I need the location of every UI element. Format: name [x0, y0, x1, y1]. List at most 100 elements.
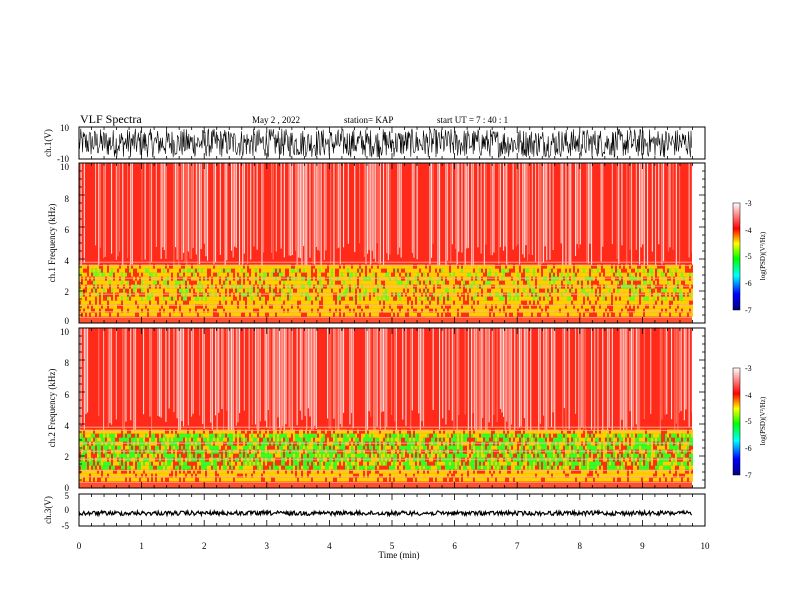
- ch1-spec-cell: [279, 312, 281, 317]
- ch1-spec-streak: [178, 163, 180, 275]
- ch1-spec-cell: [449, 280, 451, 285]
- ch1-spec-cell: [151, 272, 153, 277]
- ch1-spec-cell: [391, 308, 393, 313]
- ch1-spec-cell: [323, 296, 325, 301]
- ch1-spec-streak: [455, 163, 457, 249]
- ch1-spec-cell: [613, 312, 615, 317]
- ch1-spec-cell: [239, 264, 241, 269]
- ch1-spec-cell: [581, 264, 583, 269]
- ch1-spec-cell: [689, 304, 691, 309]
- ch1-spec-cell: [279, 296, 281, 301]
- ch1-spec-cell: [279, 288, 281, 293]
- ch1-spec-cell: [563, 280, 565, 285]
- ch1-spec-cell: [607, 312, 609, 317]
- ch2-spec-streak: [458, 328, 460, 415]
- ch2-spec-cell: [97, 461, 99, 466]
- ch1-spec-cell: [493, 296, 495, 301]
- ch1-spec-cell: [567, 280, 569, 285]
- ch1-spec-streak: [621, 163, 623, 246]
- ch1-spec-cell: [669, 312, 671, 317]
- ch1-spec-cell: [231, 288, 233, 293]
- ch1-spec-cell: [657, 268, 659, 273]
- ch1-spec-cell: [135, 288, 137, 293]
- ch1-spec-cell: [237, 288, 239, 293]
- ch2-spec-streak: [485, 328, 487, 432]
- ch1-spec-cell: [433, 272, 435, 277]
- ch1-spec-cell: [665, 280, 667, 285]
- ch1-spec-cell: [641, 280, 643, 285]
- ch1-spec-cell: [229, 280, 231, 285]
- ch1-spec-cell: [409, 288, 411, 293]
- ch1-spec-cell: [409, 300, 411, 305]
- ch2-spec-streak: [527, 328, 529, 431]
- ch1-spec-cell: [483, 268, 485, 273]
- ch1-spec-cell: [463, 304, 465, 309]
- ch1-spec-cell: [401, 288, 403, 293]
- ch1-spec-cell: [443, 272, 445, 277]
- ch1-spec-cell: [265, 268, 267, 273]
- ch1-spec-streak: [528, 163, 530, 255]
- ch1-spec-cell: [643, 272, 645, 277]
- ch1-cbar-tick-m4: -4: [745, 226, 752, 235]
- ch1-spec-cell: [509, 288, 511, 293]
- ch2-spec-streak: [98, 328, 100, 417]
- ch1-spec-cell: [611, 296, 613, 301]
- ch1-spec-cell: [559, 272, 561, 277]
- ch1-spec-cell: [569, 312, 571, 317]
- ch2-spec-streak: [215, 328, 217, 416]
- ch1-spec-cell: [571, 288, 573, 293]
- ch1-spec-cell: [409, 264, 411, 269]
- ch1-spec-cell: [595, 300, 597, 305]
- ch1-spec-cell: [517, 288, 519, 293]
- ch1-spec-cell: [283, 300, 285, 305]
- ch1-spec-cell: [335, 268, 337, 273]
- ch1-spec-cell: [223, 304, 225, 309]
- ch2-spec-streak: [391, 328, 393, 415]
- ch1-spec-cell: [583, 300, 585, 305]
- ch1-spec-cell: [139, 300, 141, 305]
- ch1-spec-cell: [633, 304, 635, 309]
- ch1-spec-cell: [197, 304, 199, 309]
- ch1-spec-cell: [529, 272, 531, 277]
- ch1-spec-cell: [243, 300, 245, 305]
- ch1-spec-cell: [281, 296, 283, 301]
- ch1-spec-cell: [459, 272, 461, 277]
- ch2-spec-cell: [143, 445, 145, 450]
- ch2-spec-streak: [546, 328, 548, 434]
- ch1-spec-cell: [167, 288, 169, 293]
- ch2-spec-cell: [103, 445, 105, 450]
- ch1-spec-cell: [575, 264, 577, 269]
- ch1-spec-cell: [91, 308, 93, 313]
- ch1-spec-cell: [649, 272, 651, 277]
- ch1-spec-cell: [687, 272, 689, 277]
- ch1-spec-cell: [525, 272, 527, 277]
- ch1-spec-streak: [343, 163, 345, 248]
- ch1-spec-cell: [223, 280, 225, 285]
- ch1-cbar-tick-m7: -7: [745, 306, 752, 315]
- ch1-spec-cell: [91, 272, 93, 277]
- ch1-spec-cell: [503, 280, 505, 285]
- ch1-spec-cell: [159, 264, 161, 269]
- ch1-spec-cell: [149, 264, 151, 269]
- ch1-spec-cell: [243, 264, 245, 269]
- ch1-spec-cell: [407, 312, 409, 317]
- ch1-spec-cell: [489, 296, 491, 301]
- ch2-spec-cell: [137, 429, 139, 434]
- ch1-spec-cell: [341, 300, 343, 305]
- ch2-spec-cell: [147, 453, 149, 458]
- ch1-spec-cell: [499, 280, 501, 285]
- ch1-spec-streak: [239, 163, 241, 273]
- ch1-spec-cell: [145, 288, 147, 293]
- ch1-spec-cell: [347, 264, 349, 269]
- ch2-spec-streak: [376, 328, 378, 427]
- ch1-spec-cell: [639, 296, 641, 301]
- ch1-spec-cell: [213, 288, 215, 293]
- ch1-spec-cell: [311, 272, 313, 277]
- ch1-spec-cell: [341, 268, 343, 273]
- ch1-spec-cell: [237, 312, 239, 317]
- ch1-spec-cell: [321, 268, 323, 273]
- ch1-spec-cell: [489, 288, 491, 293]
- ch2-spec-cell: [103, 469, 105, 474]
- ch1-spec-cell: [535, 296, 537, 301]
- ch1-spec-cell: [393, 288, 395, 293]
